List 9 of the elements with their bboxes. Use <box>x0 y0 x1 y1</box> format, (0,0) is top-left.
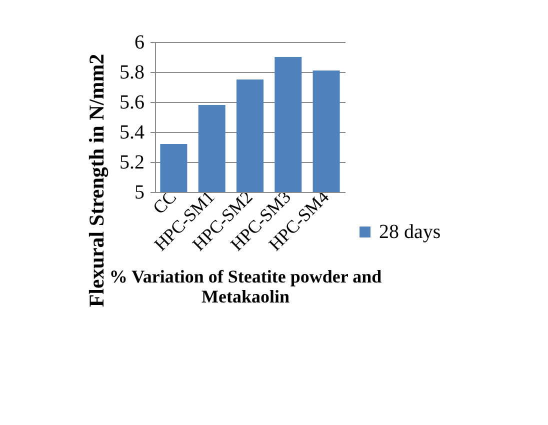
x-axis-title: % Variation of Steatite powder and Metakaolin <box>109 266 382 307</box>
y-tick-label: 5.6 <box>120 92 144 114</box>
legend-label: 28 days <box>379 221 441 243</box>
y-tick-label: 5.2 <box>120 152 144 174</box>
y-axis-title: Flexural Strength in N/mm2 <box>84 54 108 308</box>
y-tick-label: 6 <box>134 32 144 54</box>
y-tick-label: 5.4 <box>120 122 144 144</box>
y-tick-label: 5 <box>134 182 144 204</box>
y-tick-label: 5.8 <box>120 62 144 84</box>
